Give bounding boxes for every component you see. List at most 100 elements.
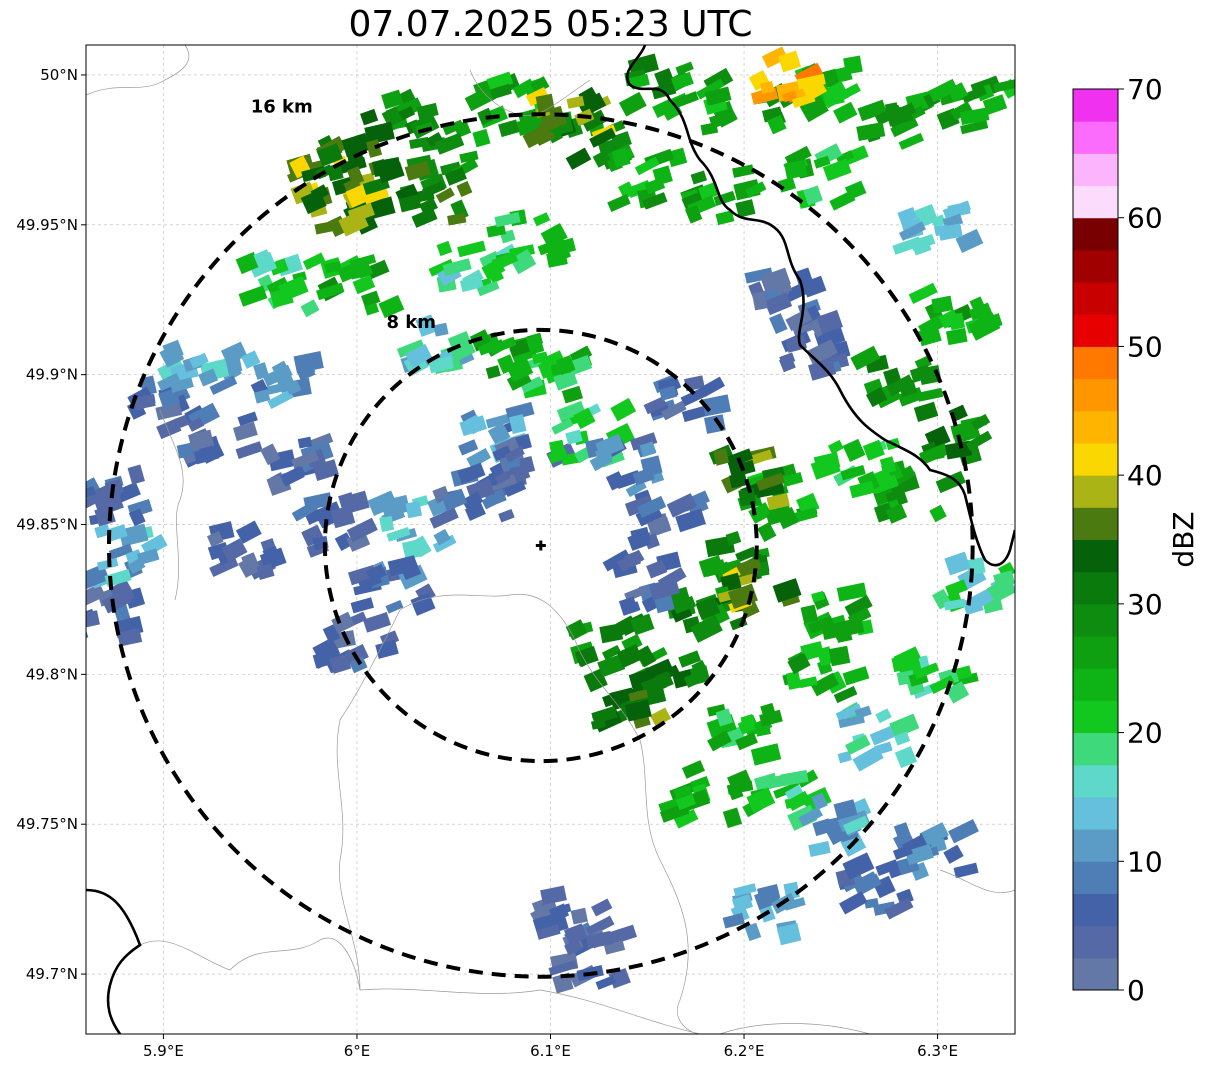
reflectivity-cell	[405, 500, 423, 519]
reflectivity-cell	[459, 275, 484, 293]
reflectivity-cell	[564, 939, 583, 956]
reflectivity-cell	[808, 840, 831, 857]
reflectivity-cell	[349, 656, 368, 674]
reflectivity-cell	[409, 136, 430, 149]
reflectivity-cell	[776, 507, 799, 530]
reflectivity-cell	[803, 185, 823, 206]
reflectivity-cell	[591, 898, 613, 917]
reflectivity-cell	[680, 386, 708, 407]
reflectivity-cell	[157, 373, 181, 392]
colorbar-segment	[1073, 957, 1118, 991]
reflectivity-cell	[637, 495, 667, 518]
reflectivity-cell	[169, 377, 194, 393]
reflectivity-cell	[140, 533, 168, 557]
colorbar-tick-label: 0	[1127, 974, 1145, 1007]
reflectivity-cell	[930, 214, 947, 229]
reflectivity-cell	[854, 705, 872, 720]
reflectivity-cell	[898, 132, 924, 150]
reflectivity-cell	[209, 556, 239, 577]
reflectivity-cell	[953, 862, 979, 879]
reflectivity-cell	[639, 441, 657, 458]
reflectivity-cell	[909, 105, 926, 120]
reflectivity-cell	[360, 108, 379, 126]
reflectivity-cell	[921, 822, 949, 846]
reflectivity-cell	[602, 549, 631, 572]
reflectivity-cell	[792, 507, 818, 523]
reflectivity-cell	[366, 563, 387, 583]
reflectivity-cell	[601, 644, 622, 661]
reflectivity-cell	[945, 681, 970, 704]
reflectivity-cell	[312, 637, 341, 664]
reflectivity-cell	[206, 531, 224, 547]
reflectivity-cell	[334, 532, 354, 551]
reflectivity-cell	[235, 520, 262, 544]
reflectivity-cell	[752, 291, 768, 311]
reflectivity-cell	[938, 309, 960, 329]
reflectivity-cell	[891, 653, 921, 673]
reflectivity-cell	[293, 351, 324, 374]
reflectivity-cell	[108, 543, 133, 560]
reflectivity-cell	[646, 559, 668, 579]
reflectivity-cell	[505, 356, 534, 382]
reflectivity-cell	[942, 213, 964, 229]
reflectivity-cell	[520, 376, 544, 394]
reflectivity-cell	[894, 746, 918, 769]
reflectivity-cell	[883, 367, 902, 386]
reflectivity-cell	[136, 548, 160, 565]
colorbar-segment	[1073, 603, 1118, 637]
reflectivity-cell	[713, 190, 736, 206]
reflectivity-cell	[840, 465, 866, 481]
reflectivity-cell	[531, 351, 549, 365]
reflectivity-cell	[300, 299, 320, 318]
colorbar-frame	[1072, 88, 1119, 991]
colorbar-segment	[1073, 89, 1118, 122]
reflectivity-cell	[987, 577, 1015, 604]
reflectivity-cell	[133, 393, 156, 410]
reflectivity-cell	[551, 418, 574, 435]
reflectivity-cell	[540, 223, 568, 248]
reflectivity-cell	[461, 491, 484, 511]
reflectivity-cell	[618, 596, 639, 616]
reflectivity-cell	[303, 492, 333, 511]
reflectivity-cell	[935, 470, 966, 494]
figure-title: 07.07.2025 05:23 UTC	[348, 4, 753, 45]
reflectivity-cell	[769, 313, 788, 335]
reflectivity-cell	[890, 116, 919, 138]
reflectivity-cell	[800, 604, 819, 624]
reflectivity-cell	[94, 492, 124, 517]
lon-tick-label: 6.3°E	[917, 1042, 958, 1060]
reflectivity-cell	[269, 287, 294, 308]
reflectivity-cell	[549, 439, 566, 457]
reflectivity-cell	[624, 699, 652, 722]
reflectivity-cell	[695, 596, 721, 620]
reflectivity-cell	[842, 815, 870, 835]
reflectivity-cell	[575, 645, 599, 667]
reflectivity-cell	[260, 443, 281, 466]
reflectivity-cell	[690, 170, 708, 185]
reflectivity-cell	[837, 750, 852, 764]
reflectivity-cell	[955, 228, 984, 253]
reflectivity-cell	[744, 922, 762, 942]
colorbar-segment	[1073, 217, 1118, 251]
reflectivity-cell	[850, 345, 881, 371]
reflectivity-cell	[442, 119, 465, 136]
reflectivity-cell	[607, 924, 637, 946]
reflectivity-cell	[945, 579, 968, 597]
reflectivity-cell	[235, 251, 260, 275]
reflectivity-cell	[624, 585, 649, 602]
reflectivity-cell	[812, 818, 833, 837]
reflectivity-cell	[237, 411, 258, 427]
reflectivity-cell	[432, 534, 457, 553]
colorbar-segment	[1073, 539, 1118, 573]
colorbar-segment	[1073, 185, 1118, 219]
reflectivity-cell	[780, 769, 809, 787]
reflectivity-cell	[490, 474, 517, 492]
reflectivity-cell	[618, 181, 636, 200]
municipal-border	[86, 45, 190, 96]
reflectivity-cell	[725, 531, 742, 546]
reflectivity-cell	[209, 375, 238, 396]
reflectivity-cell	[914, 355, 932, 371]
reflectivity-cell	[556, 903, 572, 915]
reflectivity-cell	[314, 220, 337, 235]
reflectivity-cell	[494, 211, 521, 228]
